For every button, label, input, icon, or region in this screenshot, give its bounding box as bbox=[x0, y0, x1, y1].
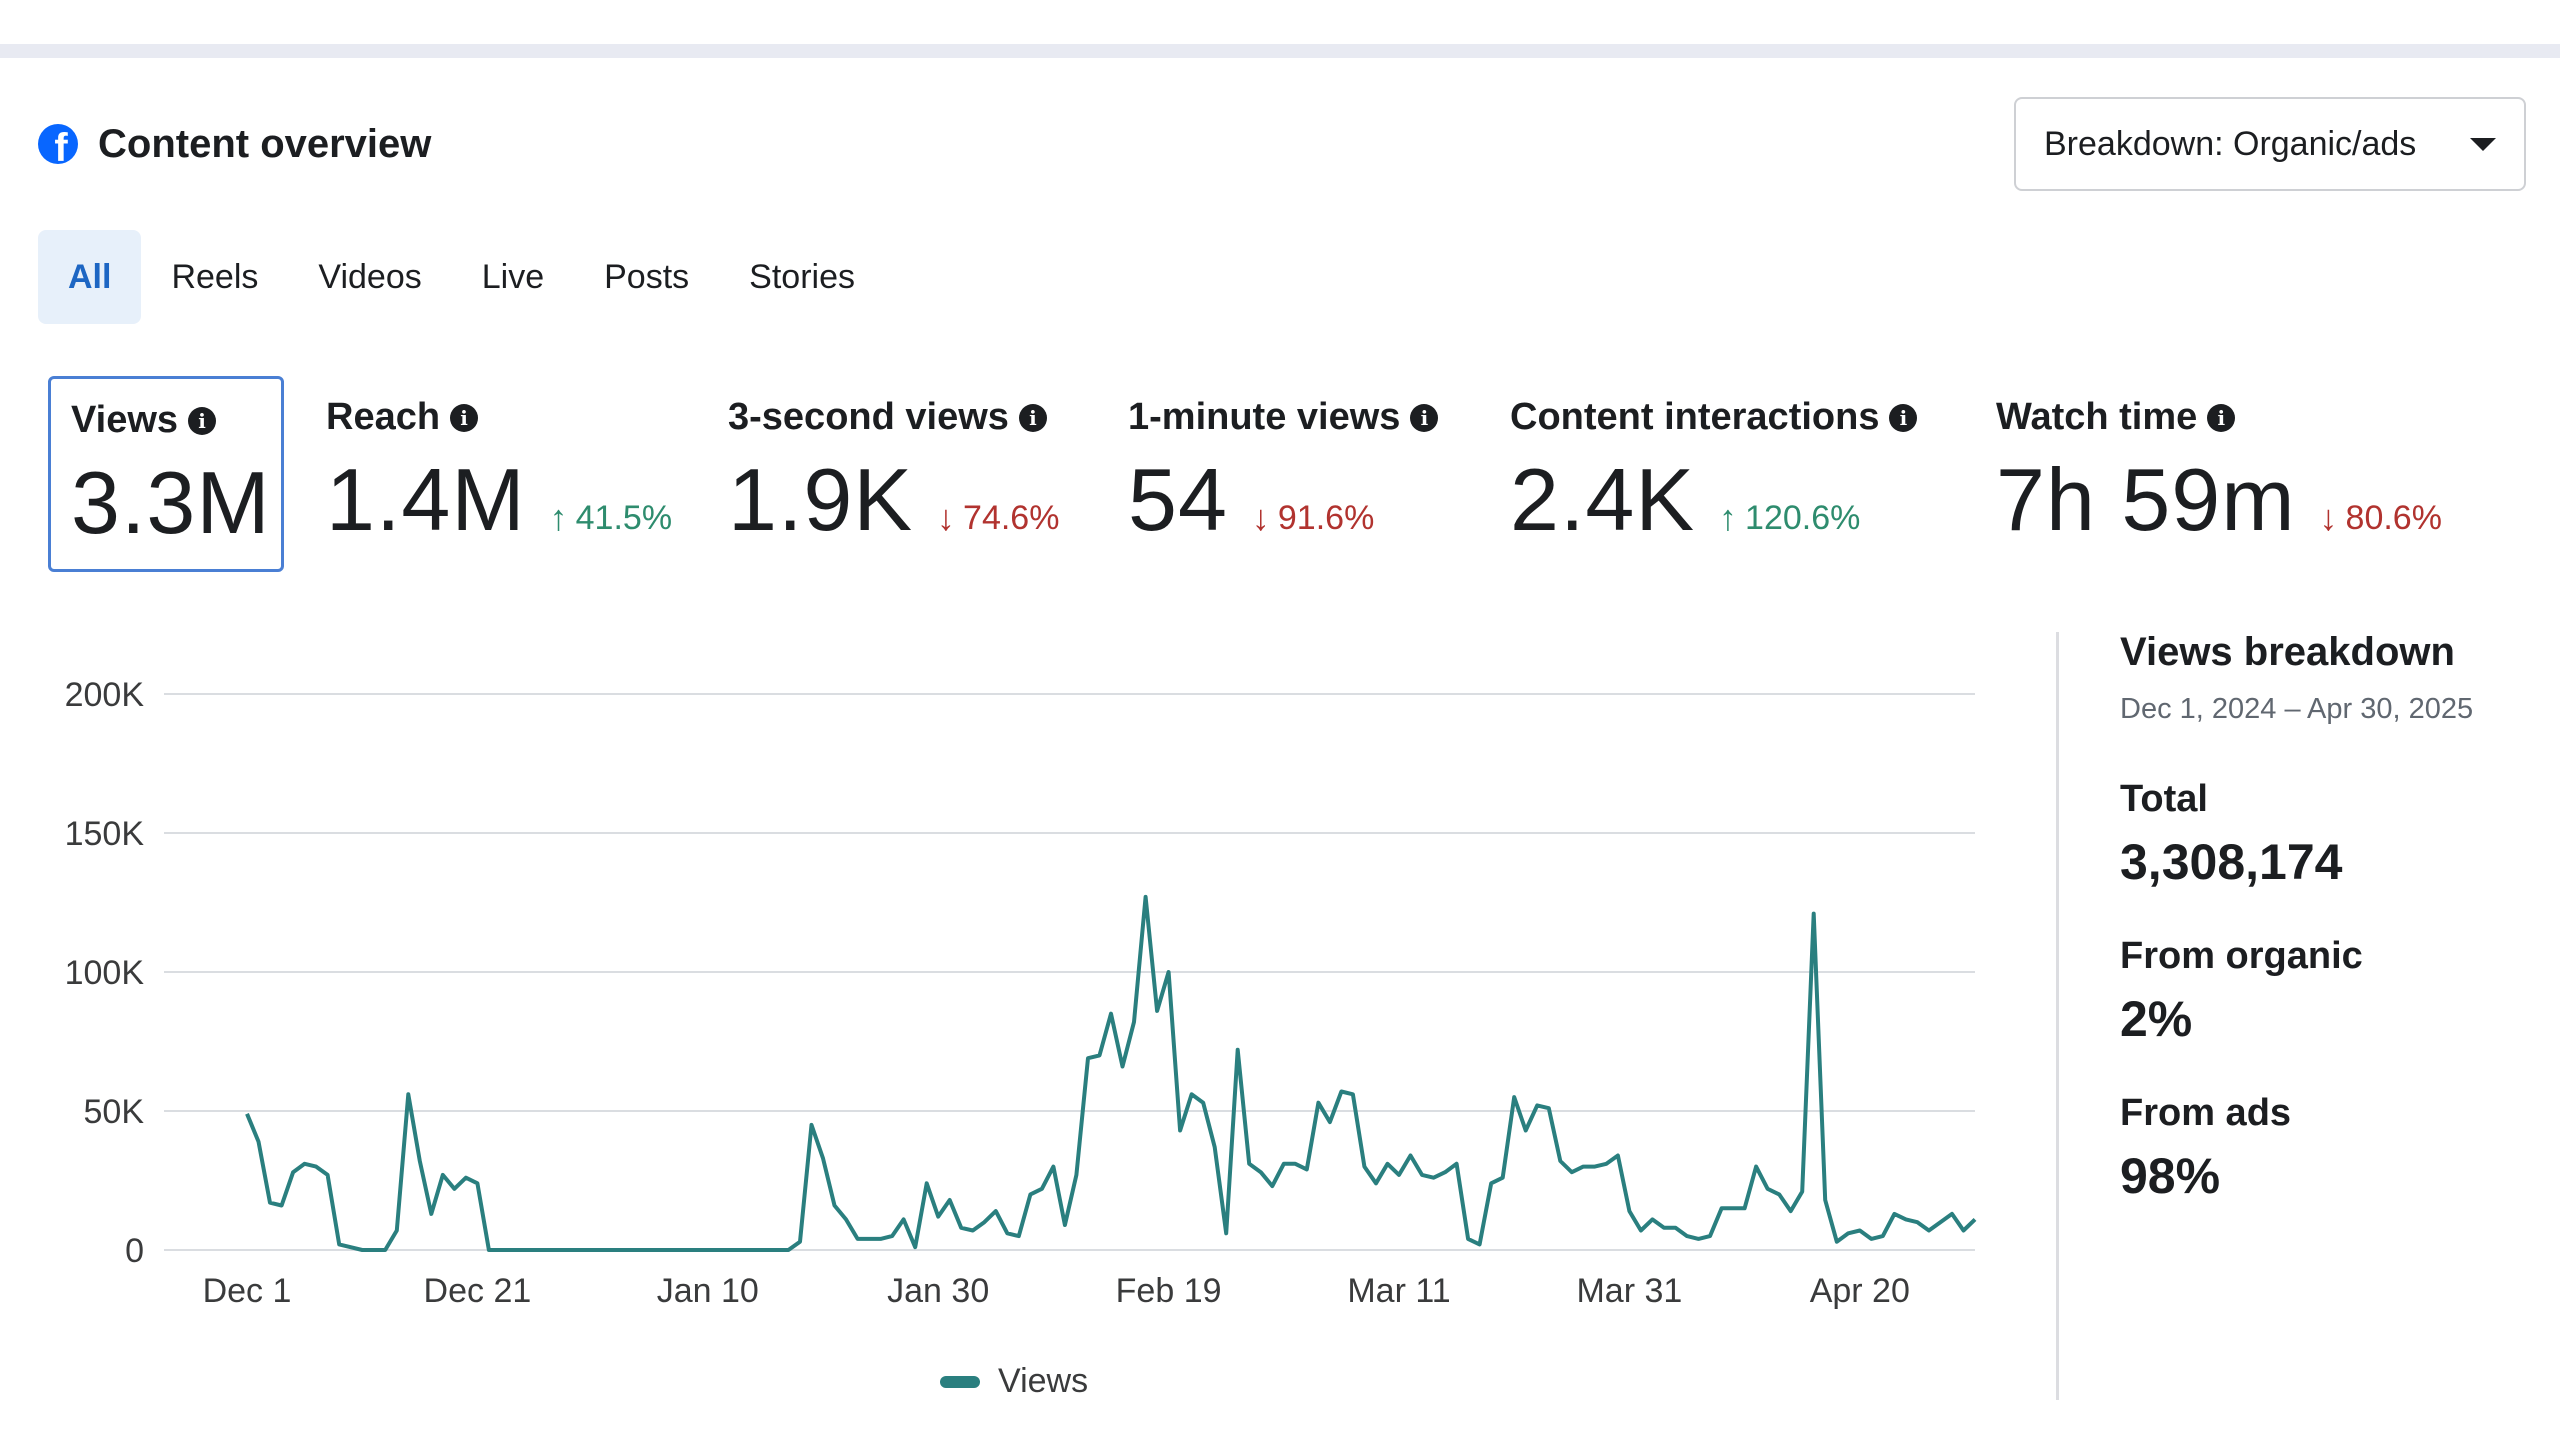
views-breakdown-panel: Views breakdown Dec 1, 2024 – Apr 30, 20… bbox=[2120, 630, 2540, 1205]
total-label: Total bbox=[2120, 778, 2208, 820]
breakdown-label: Breakdown: Organic/ads bbox=[2044, 124, 2417, 163]
arrow-up-icon: ↑ bbox=[549, 497, 568, 538]
x-tick-label: Mar 11 bbox=[1347, 1272, 1450, 1310]
metric-delta: ↓ 80.6% bbox=[2319, 497, 2442, 538]
tab-stories[interactable]: Stories bbox=[749, 257, 855, 296]
views-line-chart: 0 50K 100K 150K 200K Dec 1 Dec 21 Jan 10 Jan 30 F… bbox=[40, 620, 2020, 1420]
y-tick-label: 0 bbox=[125, 1232, 144, 1270]
metric-value: 3.3M bbox=[71, 453, 271, 552]
total-value: 3,308,174 bbox=[2120, 834, 2343, 890]
metric-value: 1.4M bbox=[326, 450, 526, 549]
metric-label: Reach i bbox=[326, 396, 708, 439]
y-tick-label: 50K bbox=[84, 1093, 145, 1131]
metric-label: 1-minute views i bbox=[1128, 396, 1490, 439]
info-icon[interactable]: i bbox=[1410, 403, 1439, 432]
x-tick-label: Mar 31 bbox=[1576, 1272, 1682, 1310]
metric-card-watch-time[interactable]: Watch time i 7h 59m ↓ 80.6% bbox=[1976, 376, 2516, 572]
tab-reels[interactable]: Reels bbox=[171, 257, 259, 296]
tab-all[interactable]: All bbox=[38, 230, 142, 324]
x-tick-label: Apr 20 bbox=[1810, 1272, 1910, 1310]
metric-card-reach[interactable]: Reach i 1.4M ↑ 41.5% bbox=[306, 376, 726, 572]
organic-value: 2% bbox=[2120, 991, 2193, 1047]
legend-label: Views bbox=[998, 1362, 1089, 1400]
content-type-tabs: All Reels Videos Live Posts Stories bbox=[38, 230, 885, 324]
metric-value: 54 bbox=[1128, 450, 1228, 549]
metric-card-1-minute-views[interactable]: 1-minute views i 54 ↓ 91.6% bbox=[1108, 376, 1508, 572]
metric-delta: ↓ 74.6% bbox=[937, 497, 1060, 538]
panel-divider bbox=[2056, 632, 2059, 1400]
info-icon[interactable]: i bbox=[1889, 403, 1918, 432]
arrow-down-icon: ↓ bbox=[2319, 497, 2338, 538]
tab-videos[interactable]: Videos bbox=[318, 257, 422, 296]
metric-card-views[interactable]: Views i 3.3M bbox=[48, 376, 284, 572]
x-tick-label: Jan 10 bbox=[657, 1272, 759, 1310]
facebook-icon: f bbox=[38, 124, 78, 164]
metric-delta: ↑ 120.6% bbox=[1719, 497, 1861, 538]
metric-cards: Views i 3.3M Reach i 1.4M ↑ 41.5% 3-second … bbox=[48, 376, 2548, 572]
metric-value: 2.4K bbox=[1510, 450, 1696, 549]
metric-label: 3-second views i bbox=[728, 396, 1090, 439]
metric-delta: ↑ 41.5% bbox=[549, 497, 673, 538]
arrow-down-icon: ↓ bbox=[937, 497, 956, 538]
breakdown-dropdown[interactable]: Breakdown: Organic/ads bbox=[2014, 97, 2526, 191]
x-tick-label: Dec 1 bbox=[203, 1272, 292, 1310]
metric-label: Content interactions i bbox=[1510, 396, 1972, 439]
x-tick-label: Dec 21 bbox=[424, 1272, 532, 1310]
metric-card-3-second-views[interactable]: 3-second views i 1.9K ↓ 74.6% bbox=[708, 376, 1108, 572]
chart-legend: Views bbox=[940, 1362, 1088, 1401]
info-icon[interactable]: i bbox=[2207, 403, 2236, 432]
tab-posts[interactable]: Posts bbox=[604, 257, 690, 296]
legend-swatch bbox=[940, 1375, 980, 1388]
arrow-up-icon: ↑ bbox=[1719, 497, 1738, 538]
y-tick-label: 150K bbox=[65, 815, 145, 853]
tab-live[interactable]: Live bbox=[481, 257, 545, 296]
metric-delta: ↓ 91.6% bbox=[1251, 497, 1375, 538]
metric-value: 1.9K bbox=[728, 450, 914, 549]
panel-title: Views breakdown bbox=[2120, 630, 2455, 674]
info-icon[interactable]: i bbox=[188, 406, 217, 435]
views-series-line[interactable] bbox=[245, 894, 1977, 1252]
metric-label: Watch time i bbox=[1996, 396, 2498, 439]
metric-label: Views i bbox=[71, 399, 263, 442]
x-tick-label: Jan 30 bbox=[887, 1272, 989, 1310]
top-divider bbox=[0, 44, 2560, 58]
metric-value: 7h 59m bbox=[1996, 450, 2296, 549]
date-range: Dec 1, 2024 – Apr 30, 2025 bbox=[2120, 693, 2474, 725]
top-bar bbox=[0, 0, 2560, 58]
page-title: Content overview bbox=[98, 121, 432, 166]
info-icon[interactable]: i bbox=[1018, 403, 1047, 432]
y-tick-label: 200K bbox=[65, 676, 145, 714]
ads-value: 98% bbox=[2120, 1148, 2221, 1204]
x-tick-label: Feb 19 bbox=[1116, 1272, 1222, 1310]
info-icon[interactable]: i bbox=[450, 403, 479, 432]
caret-down-icon bbox=[2470, 137, 2496, 151]
metric-card-content-interactions[interactable]: Content interactions i 2.4K ↑ 120.6% bbox=[1490, 376, 1990, 572]
arrow-down-icon: ↓ bbox=[1251, 497, 1270, 538]
content-overview-header: f Content overview bbox=[38, 118, 431, 170]
y-tick-label: 100K bbox=[65, 954, 145, 992]
ads-label: From ads bbox=[2120, 1092, 2292, 1134]
organic-label: From organic bbox=[2120, 935, 2363, 977]
chart-svg: 0 50K 100K 150K 200K Dec 1 Dec 21 Jan 10 Jan 30 F… bbox=[65, 676, 1977, 1310]
